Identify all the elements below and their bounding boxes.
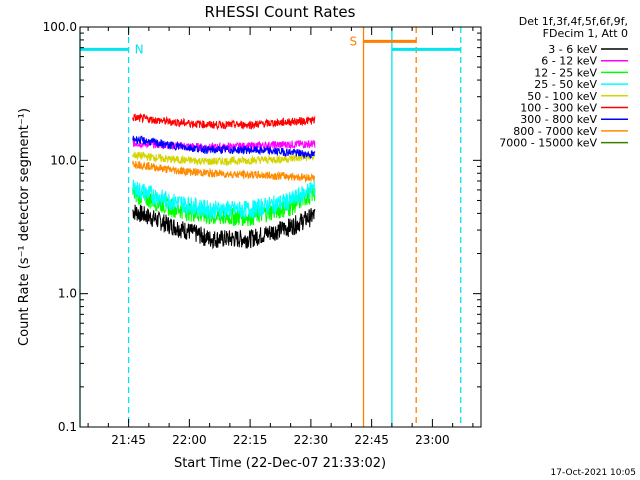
x-tick-label: 23:00: [415, 433, 450, 447]
legend-header-line: FDecim 1, Att 0: [543, 27, 628, 40]
series-trace: [132, 138, 316, 154]
legend-entry-label: 50 - 100 keV: [527, 90, 597, 103]
x-axis-title: Start Time (22-Dec-07 21:33:02): [174, 456, 386, 471]
series-trace: [132, 160, 316, 183]
legend-entry-label: 800 - 7000 keV: [513, 125, 597, 138]
state-flag-bars: NS: [80, 34, 461, 56]
x-tick-label: 21:45: [111, 433, 146, 447]
legend-entry-label: 25 - 50 keV: [534, 78, 597, 91]
state-flag-label: S: [350, 34, 358, 48]
state-flag-label: N: [135, 42, 144, 56]
series-trace: [132, 112, 316, 131]
x-tick-label: 22:15: [233, 433, 268, 447]
x-tick-label: 22:00: [172, 433, 207, 447]
series-trace: [132, 179, 316, 220]
chart-title: RHESSI Count Rates: [205, 3, 356, 21]
y-tick-label: 100.0: [43, 20, 77, 34]
y-axis: 0.1 1.0 10.0 100.0: [43, 20, 481, 434]
legend-entry-label: 12 - 25 keV: [534, 66, 597, 79]
y-axis-title: Count Rate (s⁻¹ detector segment⁻¹): [17, 108, 32, 346]
series-trace: [132, 151, 316, 167]
x-tick-label: 22:30: [294, 433, 329, 447]
legend-entry-label: 3 - 6 keV: [548, 43, 597, 56]
legend-header-line: Det 1f,3f,4f,5f,6f,9f,: [519, 15, 628, 28]
legend-entry-label: 7000 - 15000 keV: [499, 137, 597, 150]
generation-timestamp: 17-Oct-2021 10:05: [550, 468, 636, 478]
legend-entry-label: 6 - 12 keV: [541, 55, 597, 68]
series-trace: [132, 135, 316, 160]
series-trace: [132, 204, 316, 250]
x-tick-label: 22:45: [354, 433, 389, 447]
series-trace: [132, 185, 316, 227]
y-tick-label: 10.0: [50, 153, 77, 167]
series-traces: [132, 112, 316, 250]
legend: Det 1f,3f,4f,5f,6f,9f,FDecim 1, Att 0 3 -…: [499, 15, 628, 150]
legend-entry-label: 100 - 300 keV: [520, 102, 597, 115]
y-tick-label: 0.1: [58, 420, 77, 434]
plot-frame: [79, 26, 482, 428]
x-axis: 21:45 22:00 22:15 22:30 22:45 23:00: [87, 27, 474, 447]
legend-entry-label: 300 - 800 keV: [520, 113, 597, 126]
y-tick-label: 1.0: [58, 287, 77, 301]
